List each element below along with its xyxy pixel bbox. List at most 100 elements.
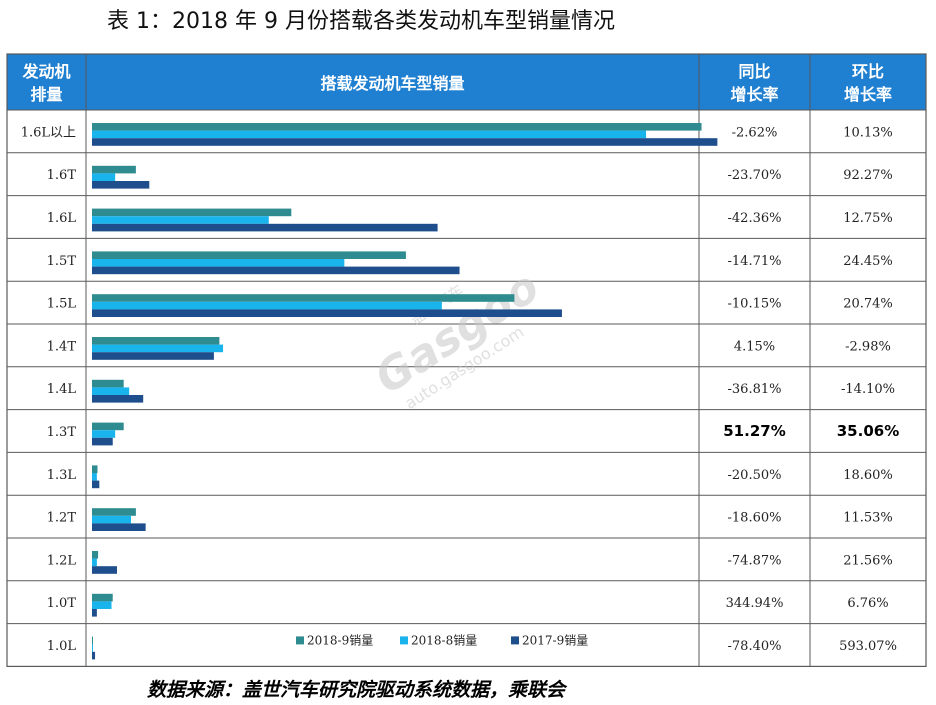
- bar-1: [92, 294, 515, 302]
- bar-3: [92, 266, 460, 275]
- legend-label-3: 2017-9销量: [522, 633, 588, 647]
- table-border: [6, 53, 927, 668]
- bar-2: [92, 130, 647, 139]
- mom-value: 593.07%: [839, 639, 897, 654]
- row-label: 1.3T: [47, 425, 77, 440]
- bar-2: [92, 515, 132, 524]
- yoy-value: 344.94%: [726, 596, 784, 611]
- bar-2: [92, 644, 93, 652]
- row-label: 1.0L: [47, 639, 77, 654]
- bar-1: [92, 379, 124, 388]
- legend-swatch-2: [400, 636, 408, 645]
- bar-3: [92, 566, 117, 574]
- bar-1: [92, 465, 98, 473]
- table-row: 1.4L -36.81% -14.10%: [47, 379, 895, 403]
- bar-3: [92, 309, 562, 317]
- legend-label-1: 2018-9销量: [307, 633, 373, 647]
- bar-3: [92, 223, 438, 232]
- bar-1: [92, 337, 220, 345]
- table-grid: [6, 53, 927, 668]
- bar-1: [92, 636, 93, 645]
- row-label: 1.3L: [47, 468, 77, 483]
- bar-3: [92, 181, 150, 189]
- table-row: 1.5T -14.71% 24.45%: [47, 251, 893, 275]
- yoy-value: -74.87%: [728, 553, 782, 568]
- row-label: 1.5T: [47, 254, 77, 269]
- row-label: 1.6L以上: [21, 125, 76, 140]
- header-yoy-line2: 增长率: [730, 85, 778, 104]
- header-yoy-line1: 同比: [738, 62, 770, 81]
- bar-2: [92, 344, 224, 353]
- mom-value: 11.53%: [843, 511, 893, 526]
- table-row: 1.2T -18.60% 11.53%: [47, 508, 893, 531]
- bar-1: [92, 123, 702, 131]
- bar-3: [92, 352, 214, 360]
- bar-3: [92, 523, 146, 531]
- bar-1: [92, 208, 292, 217]
- mom-value: 21.56%: [843, 553, 893, 568]
- row-label: 1.0T: [47, 596, 77, 611]
- yoy-value: 4.15%: [734, 339, 775, 354]
- bar-3: [92, 138, 718, 146]
- bar-2: [92, 216, 269, 224]
- bar-2: [92, 601, 112, 609]
- bar-1: [92, 422, 124, 431]
- mom-value: 20.74%: [843, 297, 893, 312]
- mom-value: 24.45%: [843, 254, 893, 269]
- chart-legend: 2018-9销量 2018-8销量 2017-9销量: [296, 633, 588, 647]
- yoy-value: -18.60%: [728, 511, 782, 526]
- table-row: 1.2L -74.87% 21.56%: [47, 551, 893, 574]
- mom-value: 6.76%: [847, 596, 888, 611]
- table-row: 1.3L -20.50% 18.60%: [47, 465, 893, 489]
- bar-2: [92, 259, 345, 267]
- yoy-value: -2.62%: [732, 125, 778, 140]
- table-row: 1.0T 344.94% 6.76%: [47, 593, 889, 617]
- bar-1: [92, 551, 99, 559]
- table-header-background: [7, 54, 926, 110]
- bar-2: [92, 387, 130, 395]
- table-row: 1.0L -78.40% 593.07%: [47, 636, 897, 660]
- bar-2: [92, 430, 116, 438]
- bar-2: [92, 301, 442, 310]
- table-row: 1.4T 4.15% -2.98%: [47, 337, 891, 360]
- row-label: 1.2T: [47, 511, 77, 526]
- yoy-value: -42.36%: [728, 211, 782, 226]
- table-row: 1.3T 51.27% 35.06%: [47, 422, 899, 446]
- mom-value: 12.75%: [843, 211, 893, 226]
- yoy-value: -20.50%: [728, 468, 782, 483]
- mom-value: -14.10%: [841, 382, 895, 397]
- bar-2: [92, 473, 97, 481]
- row-label: 1.4L: [47, 382, 77, 397]
- mom-value: 18.60%: [843, 468, 893, 483]
- bar-2: [92, 173, 116, 181]
- mom-value: 92.27%: [843, 168, 893, 183]
- yoy-value: -14.71%: [728, 254, 782, 269]
- page-title: 表 1：2018 年 9 月份搭载各类发动机车型销量情况: [107, 9, 615, 34]
- header-mom-line2: 增长率: [844, 85, 892, 104]
- bar-3: [92, 480, 100, 489]
- yoy-value: -78.40%: [728, 639, 782, 654]
- table-rows: 1.6L以上 -2.62% 10.13% 1.6T -23.70% 92.27% 1.6L -…: [21, 123, 899, 660]
- header-sales: 搭载发动机车型销量: [320, 74, 464, 93]
- legend-label-2: 2018-8销量: [411, 633, 477, 647]
- header-engine-line1: 发动机: [21, 62, 70, 81]
- legend-swatch-3: [511, 636, 519, 645]
- table-row: 1.5L -10.15% 20.74%: [47, 294, 893, 317]
- mom-value: 35.06%: [837, 422, 899, 440]
- row-label: 1.2L: [47, 553, 77, 568]
- table-row: 1.6T -23.70% 92.27%: [47, 165, 893, 189]
- row-label: 1.4T: [47, 339, 77, 354]
- header-engine-line2: 排量: [30, 85, 62, 104]
- yoy-value: 51.27%: [723, 422, 785, 440]
- mom-value: 10.13%: [843, 125, 893, 140]
- bar-3: [92, 437, 113, 446]
- row-label: 1.6L: [47, 211, 77, 226]
- table-row: 1.6L以上 -2.62% 10.13%: [21, 123, 893, 146]
- legend-swatch-1: [296, 636, 304, 645]
- data-source-note: 数据来源：盖世汽车研究院驱动系统数据，乘联会: [147, 679, 566, 701]
- bar-1: [92, 165, 136, 174]
- bar-3: [92, 651, 96, 660]
- bar-1: [92, 251, 406, 259]
